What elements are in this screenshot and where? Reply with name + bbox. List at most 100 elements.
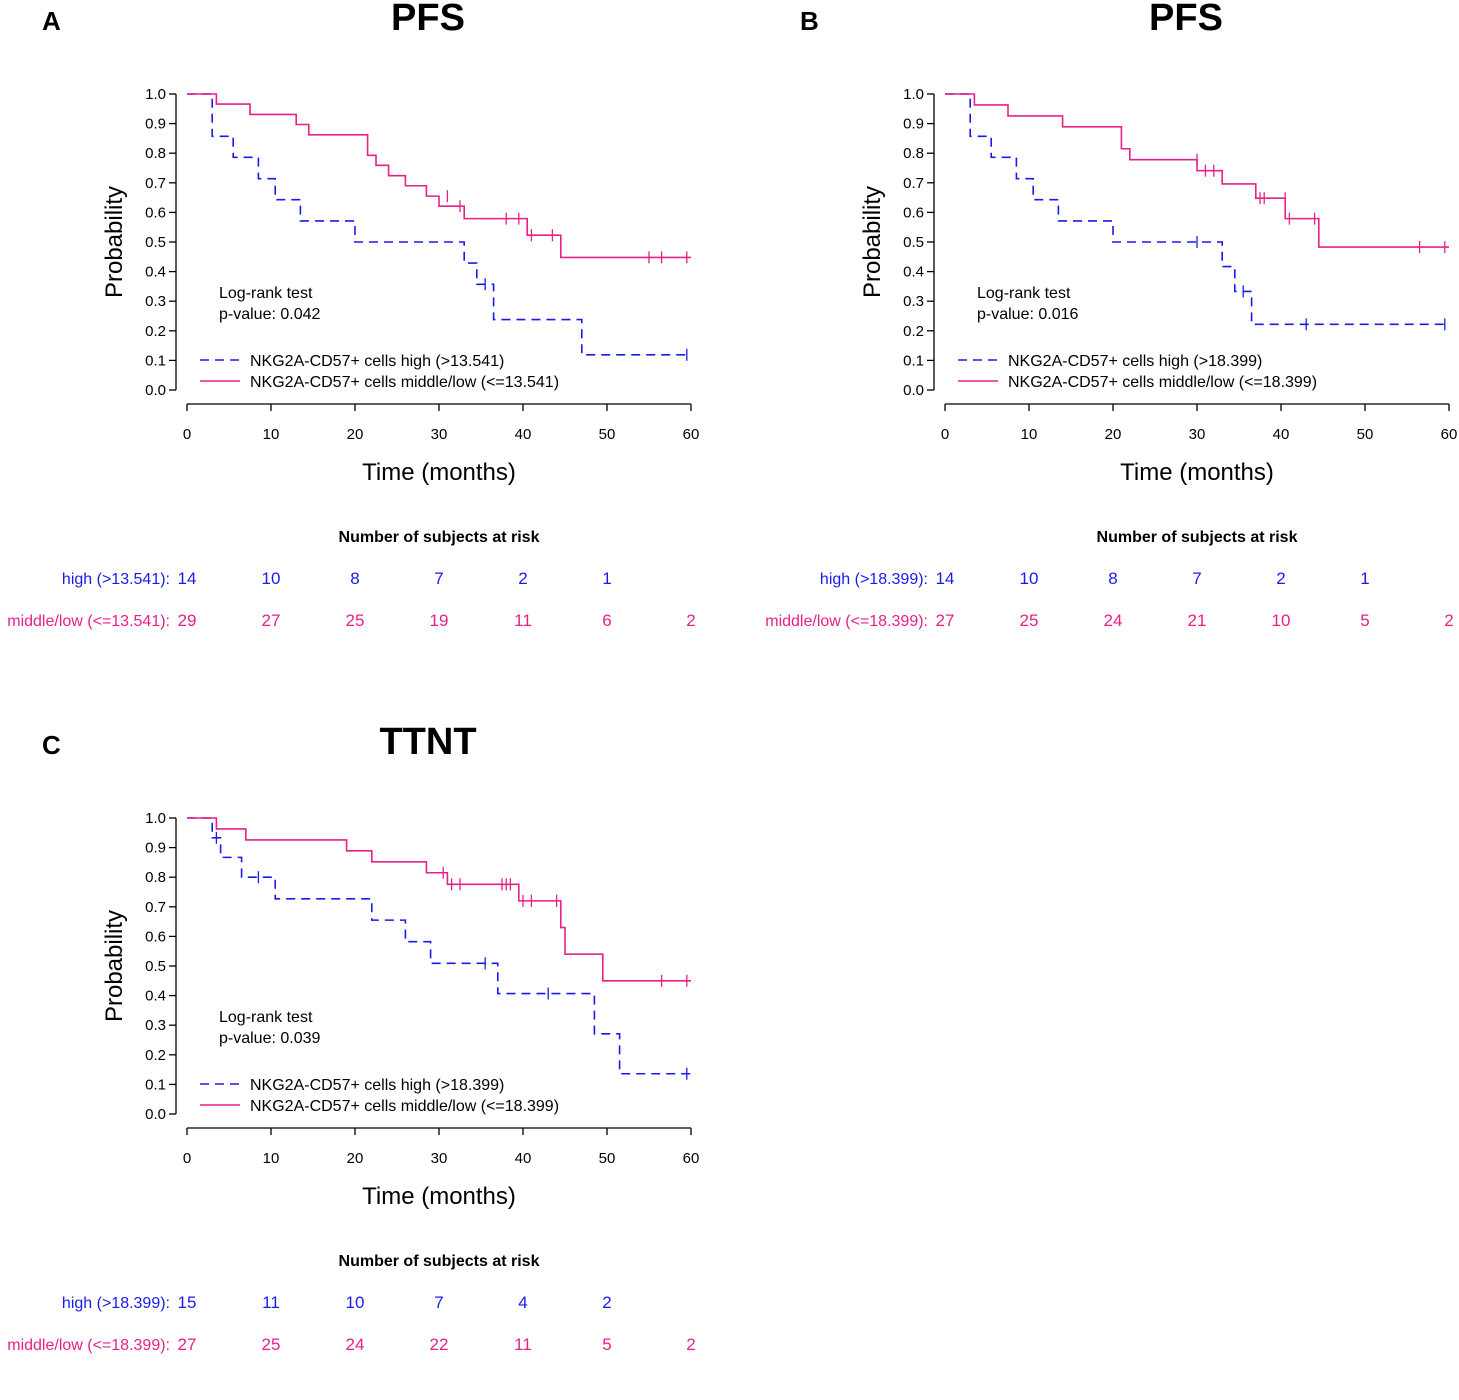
risk-value: 15 bbox=[178, 1293, 197, 1312]
y-tick-label: 0.0 bbox=[145, 1106, 166, 1123]
risk-value: 25 bbox=[346, 611, 365, 630]
risk-value: 5 bbox=[1360, 611, 1369, 630]
x-tick-label: 40 bbox=[515, 426, 532, 443]
y-tick-label: 0.7 bbox=[145, 899, 166, 916]
risk-value: 2 bbox=[602, 1293, 611, 1312]
km-chart: B PFS 0.0 0.1 0.2 0.3 0.4 0.5 0.6 0.7 0.8 0.9 1.0 Pro… bbox=[765, 0, 1458, 630]
x-tick-label: 30 bbox=[1189, 426, 1206, 443]
x-axis-label: Time (months) bbox=[362, 459, 516, 486]
risk-value: 2 bbox=[686, 611, 695, 630]
risk-value: 8 bbox=[1108, 569, 1117, 588]
y-tick-label: 0.3 bbox=[145, 293, 166, 310]
x-tick-label: 30 bbox=[431, 426, 448, 443]
y-tick-label: 0.8 bbox=[145, 145, 166, 162]
y-tick-label: 0.9 bbox=[145, 840, 166, 857]
y-tick-label: 1.0 bbox=[145, 86, 166, 103]
chart-title: TTNT bbox=[379, 721, 476, 763]
y-tick-label: 0.2 bbox=[145, 323, 166, 340]
risk-value: 1 bbox=[1360, 569, 1369, 588]
x-tick-label: 0 bbox=[183, 426, 191, 443]
y-axis-label: Probability bbox=[101, 910, 128, 1022]
risk-value: 1 bbox=[602, 569, 611, 588]
risk-table-title: Number of subjects at risk bbox=[339, 1253, 540, 1270]
legend-label: NKG2A-CD57+ cells high (>18.399) bbox=[1008, 353, 1262, 370]
x-tick-label: 50 bbox=[599, 426, 616, 443]
survival-curve-low bbox=[945, 93, 1449, 248]
panel-letter: B bbox=[800, 6, 819, 36]
risk-value: 7 bbox=[434, 569, 443, 588]
risk-value: 24 bbox=[1104, 611, 1123, 630]
survival-curve-high bbox=[187, 93, 691, 356]
y-tick-label: 0.1 bbox=[903, 352, 924, 369]
risk-value: 6 bbox=[602, 611, 611, 630]
risk-value: 10 bbox=[346, 1293, 365, 1312]
y-tick-label: 0.4 bbox=[903, 264, 924, 281]
y-tick-label: 1.0 bbox=[145, 810, 166, 827]
y-tick-label: 0.4 bbox=[145, 264, 166, 281]
x-tick-label: 60 bbox=[1441, 426, 1458, 443]
y-tick-label: 0.6 bbox=[903, 204, 924, 221]
risk-table-title: Number of subjects at risk bbox=[1097, 529, 1298, 546]
risk-value: 2 bbox=[518, 569, 527, 588]
logrank-label: Log-rank test bbox=[977, 285, 1071, 302]
survival-curve-high bbox=[187, 817, 691, 1075]
risk-value: 2 bbox=[1444, 611, 1453, 630]
logrank-label: Log-rank test bbox=[219, 285, 313, 302]
x-tick-label: 60 bbox=[683, 426, 700, 443]
risk-row-label: high (>13.541): bbox=[62, 571, 170, 588]
x-tick-label: 50 bbox=[599, 1150, 616, 1167]
y-tick-label: 0.0 bbox=[903, 382, 924, 399]
x-tick-label: 20 bbox=[1105, 426, 1122, 443]
risk-value: 2 bbox=[1276, 569, 1285, 588]
risk-row-label: middle/low (<=18.399): bbox=[765, 613, 928, 630]
chart-title: PFS bbox=[1149, 0, 1223, 39]
risk-value: 10 bbox=[1020, 569, 1039, 588]
chart-title: PFS bbox=[391, 0, 465, 39]
y-tick-label: 0.6 bbox=[145, 928, 166, 945]
x-axis-label: Time (months) bbox=[1120, 459, 1274, 486]
panel-letter: C bbox=[42, 730, 61, 760]
risk-value: 7 bbox=[1192, 569, 1201, 588]
y-tick-label: 0.2 bbox=[145, 1047, 166, 1064]
km-chart: C TTNT 0.0 0.1 0.2 0.3 0.4 0.5 0.6 0.7 0.8 0.9 1.0 Pr… bbox=[7, 721, 700, 1354]
panel-c: C TTNT 0.0 0.1 0.2 0.3 0.4 0.5 0.6 0.7 0.8 0.9 1.0 Pr… bbox=[0, 721, 730, 1400]
x-tick-label: 10 bbox=[263, 1150, 280, 1167]
p-value-label: p-value: 0.042 bbox=[219, 306, 321, 323]
risk-value: 2 bbox=[686, 1335, 695, 1354]
y-tick-label: 0.8 bbox=[145, 869, 166, 886]
risk-value: 25 bbox=[262, 1335, 281, 1354]
survival-curve-high bbox=[945, 93, 1449, 326]
panel-letter: A bbox=[42, 6, 61, 36]
risk-value: 10 bbox=[262, 569, 281, 588]
y-tick-label: 0.7 bbox=[903, 175, 924, 192]
y-axis-label: Probability bbox=[101, 186, 128, 298]
y-tick-label: 0.5 bbox=[145, 958, 166, 975]
risk-table-title: Number of subjects at risk bbox=[339, 529, 540, 546]
risk-value: 11 bbox=[262, 1293, 280, 1312]
risk-value: 21 bbox=[1188, 611, 1207, 630]
x-tick-label: 30 bbox=[431, 1150, 448, 1167]
y-tick-label: 0.9 bbox=[903, 116, 924, 133]
risk-row-label: middle/low (<=18.399): bbox=[7, 1337, 170, 1354]
logrank-label: Log-rank test bbox=[219, 1009, 313, 1026]
x-tick-label: 20 bbox=[347, 1150, 364, 1167]
risk-value: 7 bbox=[434, 1293, 443, 1312]
legend-label: NKG2A-CD57+ cells middle/low (<=18.399) bbox=[250, 1098, 559, 1115]
x-axis-label: Time (months) bbox=[362, 1183, 516, 1210]
risk-value: 11 bbox=[514, 611, 532, 630]
risk-value: 27 bbox=[178, 1335, 197, 1354]
survival-curve-low bbox=[187, 817, 691, 982]
y-tick-label: 0.9 bbox=[145, 116, 166, 133]
legend-label: NKG2A-CD57+ cells high (>13.541) bbox=[250, 353, 504, 370]
risk-value: 24 bbox=[346, 1335, 365, 1354]
y-tick-label: 0.3 bbox=[145, 1017, 166, 1034]
panel-a: A PFS 0.0 0.1 0.2 0.3 0.4 0.5 0.6 0.7 0.8 0.9 1.0 Pro… bbox=[0, 0, 730, 676]
risk-value: 29 bbox=[178, 611, 197, 630]
risk-value: 27 bbox=[936, 611, 955, 630]
x-tick-label: 60 bbox=[683, 1150, 700, 1167]
risk-row-label: high (>18.399): bbox=[820, 571, 928, 588]
x-tick-label: 0 bbox=[183, 1150, 191, 1167]
risk-value: 10 bbox=[1272, 611, 1291, 630]
p-value-label: p-value: 0.016 bbox=[977, 306, 1079, 323]
x-tick-label: 10 bbox=[1021, 426, 1038, 443]
